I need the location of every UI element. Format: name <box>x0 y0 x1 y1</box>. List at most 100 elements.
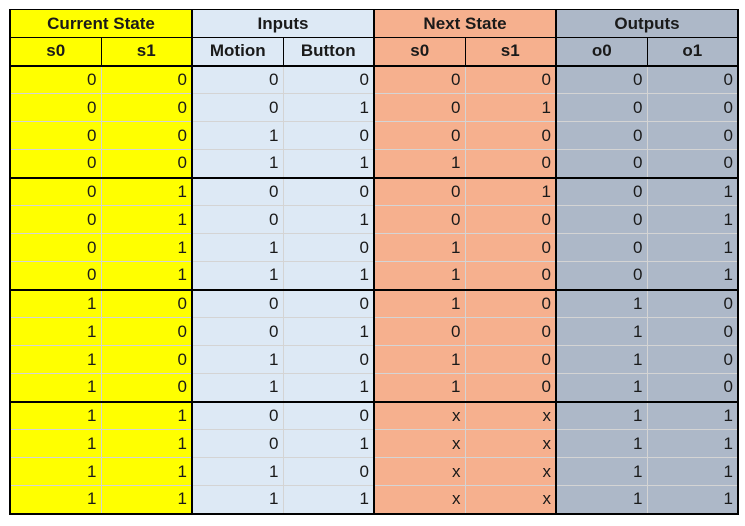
cell-current-s0[interactable]: 1 <box>9 400 102 430</box>
cell-o1[interactable]: 0 <box>646 149 739 178</box>
cell-next-s1[interactable]: x <box>464 485 557 515</box>
cell-motion[interactable]: 0 <box>191 317 284 346</box>
cell-o1[interactable]: 1 <box>646 429 739 458</box>
cell-current-s1[interactable]: 1 <box>100 261 193 290</box>
cell-current-s1[interactable]: 0 <box>100 121 193 150</box>
cell-next-s1[interactable]: 0 <box>464 121 557 150</box>
cell-next-s1[interactable]: 0 <box>464 288 557 318</box>
cell-button[interactable]: 0 <box>282 176 375 206</box>
cell-next-s0[interactable]: x <box>373 429 466 458</box>
cell-current-s0[interactable]: 0 <box>9 261 102 290</box>
cell-current-s1[interactable]: 0 <box>100 149 193 178</box>
cell-current-s1[interactable]: 1 <box>100 233 193 262</box>
cell-o1[interactable]: 1 <box>646 261 739 290</box>
cell-button[interactable]: 1 <box>282 485 375 515</box>
cell-button[interactable]: 1 <box>282 93 375 122</box>
cell-current-s1[interactable]: 0 <box>100 317 193 346</box>
cell-o1[interactable]: 1 <box>646 205 739 234</box>
cell-next-s1[interactable]: 1 <box>464 93 557 122</box>
cell-current-s1[interactable]: 1 <box>100 457 193 486</box>
cell-current-s0[interactable]: 1 <box>9 429 102 458</box>
cell-motion[interactable]: 0 <box>191 400 284 430</box>
group-header-inputs[interactable]: Inputs <box>191 9 375 38</box>
cell-o0[interactable]: 0 <box>555 93 648 122</box>
cell-motion[interactable]: 0 <box>191 429 284 458</box>
cell-motion[interactable]: 0 <box>191 176 284 206</box>
cell-o1[interactable]: 1 <box>646 233 739 262</box>
cell-current-s1[interactable]: 1 <box>100 176 193 206</box>
cell-next-s1[interactable]: 0 <box>464 345 557 374</box>
cell-next-s1[interactable]: 0 <box>464 233 557 262</box>
cell-button[interactable]: 0 <box>282 121 375 150</box>
column-header-o0[interactable]: o0 <box>555 37 648 67</box>
cell-o1[interactable]: 0 <box>646 345 739 374</box>
cell-next-s0[interactable]: 0 <box>373 93 466 122</box>
cell-current-s0[interactable]: 1 <box>9 345 102 374</box>
column-header-next-s1[interactable]: s1 <box>464 37 557 67</box>
cell-o1[interactable]: 1 <box>646 400 739 430</box>
cell-o0[interactable]: 0 <box>555 205 648 234</box>
cell-button[interactable]: 1 <box>282 149 375 178</box>
cell-o0[interactable]: 0 <box>555 176 648 206</box>
cell-current-s0[interactable]: 1 <box>9 317 102 346</box>
cell-motion[interactable]: 0 <box>191 93 284 122</box>
cell-current-s1[interactable]: 0 <box>100 64 193 94</box>
cell-o0[interactable]: 1 <box>555 485 648 515</box>
cell-o0[interactable]: 1 <box>555 373 648 402</box>
cell-current-s0[interactable]: 1 <box>9 457 102 486</box>
cell-button[interactable]: 1 <box>282 373 375 402</box>
cell-next-s0[interactable]: x <box>373 400 466 430</box>
cell-o0[interactable]: 0 <box>555 121 648 150</box>
cell-next-s1[interactable]: x <box>464 457 557 486</box>
column-header-current-s0[interactable]: s0 <box>9 37 102 67</box>
cell-current-s0[interactable]: 0 <box>9 121 102 150</box>
cell-next-s1[interactable]: 0 <box>464 373 557 402</box>
group-header-outputs[interactable]: Outputs <box>555 9 739 38</box>
group-header-next-state[interactable]: Next State <box>373 9 557 38</box>
cell-o0[interactable]: 0 <box>555 261 648 290</box>
cell-current-s0[interactable]: 0 <box>9 176 102 206</box>
cell-o1[interactable]: 0 <box>646 121 739 150</box>
cell-next-s0[interactable]: 1 <box>373 261 466 290</box>
cell-next-s1[interactable]: 0 <box>464 317 557 346</box>
cell-current-s0[interactable]: 1 <box>9 288 102 318</box>
cell-o1[interactable]: 1 <box>646 485 739 515</box>
cell-button[interactable]: 1 <box>282 317 375 346</box>
cell-current-s1[interactable]: 0 <box>100 93 193 122</box>
cell-next-s0[interactable]: 0 <box>373 205 466 234</box>
cell-button[interactable]: 0 <box>282 345 375 374</box>
column-header-o1[interactable]: o1 <box>646 37 739 67</box>
cell-o1[interactable]: 1 <box>646 176 739 206</box>
cell-o0[interactable]: 1 <box>555 429 648 458</box>
cell-o0[interactable]: 1 <box>555 317 648 346</box>
cell-current-s1[interactable]: 1 <box>100 485 193 515</box>
cell-o0[interactable]: 1 <box>555 345 648 374</box>
cell-next-s1[interactable]: 1 <box>464 176 557 206</box>
cell-o0[interactable]: 0 <box>555 233 648 262</box>
cell-o1[interactable]: 0 <box>646 373 739 402</box>
cell-motion[interactable]: 1 <box>191 149 284 178</box>
cell-next-s0[interactable]: 1 <box>373 288 466 318</box>
cell-motion[interactable]: 1 <box>191 457 284 486</box>
cell-motion[interactable]: 1 <box>191 485 284 515</box>
cell-current-s0[interactable]: 0 <box>9 64 102 94</box>
cell-button[interactable]: 0 <box>282 64 375 94</box>
cell-next-s0[interactable]: 0 <box>373 64 466 94</box>
cell-current-s0[interactable]: 0 <box>9 93 102 122</box>
cell-motion[interactable]: 0 <box>191 288 284 318</box>
group-header-current-state[interactable]: Current State <box>9 9 193 38</box>
cell-o1[interactable]: 0 <box>646 64 739 94</box>
cell-o1[interactable]: 0 <box>646 288 739 318</box>
cell-current-s1[interactable]: 0 <box>100 345 193 374</box>
cell-next-s0[interactable]: 0 <box>373 176 466 206</box>
column-header-current-s1[interactable]: s1 <box>100 37 193 67</box>
cell-button[interactable]: 1 <box>282 429 375 458</box>
cell-next-s0[interactable]: 1 <box>373 345 466 374</box>
column-header-motion[interactable]: Motion <box>191 37 284 67</box>
cell-next-s0[interactable]: 1 <box>373 373 466 402</box>
column-header-next-s0[interactable]: s0 <box>373 37 466 67</box>
cell-next-s1[interactable]: 0 <box>464 261 557 290</box>
cell-next-s0[interactable]: 1 <box>373 233 466 262</box>
cell-next-s1[interactable]: x <box>464 400 557 430</box>
cell-current-s0[interactable]: 1 <box>9 373 102 402</box>
